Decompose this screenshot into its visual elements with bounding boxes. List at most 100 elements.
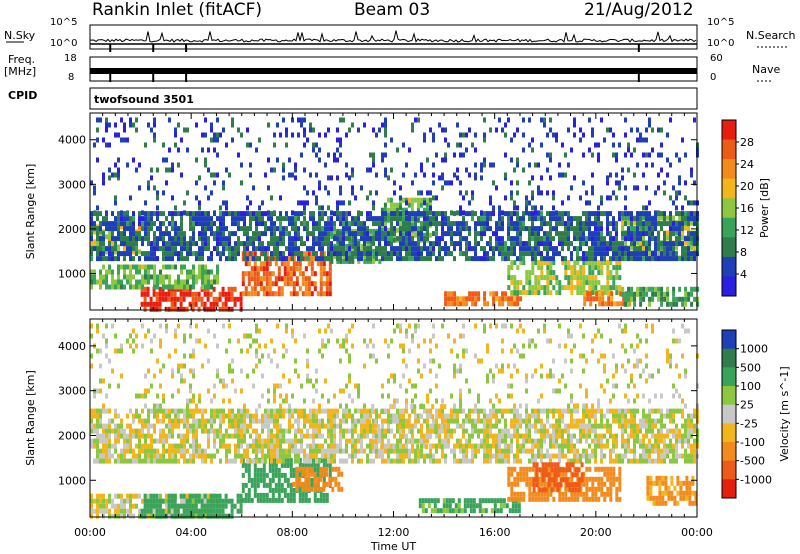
velocity-cell bbox=[294, 458, 297, 464]
velocity-cell bbox=[313, 467, 317, 473]
power-cell bbox=[504, 241, 507, 247]
power-cell bbox=[428, 232, 432, 238]
power-cell bbox=[144, 200, 147, 206]
velocity-cell bbox=[219, 413, 222, 419]
velocity-cell bbox=[336, 408, 339, 414]
velocity-cell bbox=[402, 428, 405, 434]
power-cell bbox=[690, 245, 694, 251]
power-cell bbox=[495, 296, 499, 302]
velocity-cell bbox=[312, 413, 315, 419]
power-cell bbox=[519, 241, 522, 247]
power-cell bbox=[627, 301, 631, 307]
power-cell bbox=[552, 251, 555, 257]
power-cell bbox=[270, 236, 273, 242]
power-cell bbox=[345, 258, 349, 264]
power-cell bbox=[345, 162, 348, 168]
power-cell bbox=[441, 185, 444, 191]
power-cell bbox=[507, 246, 510, 252]
velocity-cell bbox=[360, 458, 363, 464]
power-cell bbox=[201, 221, 204, 227]
power-cell bbox=[669, 246, 672, 252]
power-cell bbox=[660, 245, 664, 251]
power-cell bbox=[621, 167, 624, 173]
power-cell bbox=[204, 264, 207, 270]
power-cell bbox=[318, 147, 321, 153]
power-cell bbox=[480, 216, 483, 222]
power-cell bbox=[660, 296, 664, 302]
power-cell bbox=[390, 241, 393, 247]
power-cell bbox=[522, 132, 525, 138]
power-cell bbox=[600, 251, 603, 257]
velocity-cell bbox=[156, 453, 159, 459]
power-cell bbox=[543, 246, 546, 252]
power-cell bbox=[268, 271, 272, 277]
power-cell bbox=[516, 205, 519, 211]
power-cell bbox=[162, 142, 165, 148]
power-cell bbox=[591, 221, 594, 227]
power-cell bbox=[291, 236, 294, 242]
power-cell bbox=[489, 236, 492, 242]
power-cell bbox=[255, 147, 258, 153]
velocity-cell bbox=[306, 428, 309, 434]
power-cell bbox=[312, 231, 315, 237]
velocity-cell bbox=[366, 458, 369, 464]
power-cell bbox=[258, 256, 261, 262]
velocity-cell bbox=[294, 443, 297, 449]
power-cell bbox=[240, 180, 243, 186]
power-cell bbox=[195, 180, 198, 186]
power-cell bbox=[432, 216, 435, 222]
power-cell bbox=[402, 241, 405, 247]
power-cell bbox=[444, 211, 447, 217]
power-cell bbox=[149, 301, 153, 307]
velocity-cell bbox=[209, 513, 213, 519]
power-cell bbox=[447, 301, 451, 307]
power-cell bbox=[510, 216, 513, 222]
velocity-cell bbox=[265, 497, 269, 503]
velocity-cell bbox=[264, 413, 267, 419]
power-cell bbox=[591, 260, 595, 266]
power-cell bbox=[666, 291, 670, 297]
power-cell bbox=[351, 185, 354, 191]
power-cell bbox=[522, 226, 525, 232]
power-cell bbox=[381, 211, 384, 217]
velocity-cell bbox=[141, 443, 144, 449]
power-cell bbox=[150, 256, 153, 262]
power-cell bbox=[222, 127, 225, 133]
power-cell bbox=[510, 251, 513, 257]
power-cell bbox=[465, 296, 469, 302]
power-cell bbox=[201, 264, 204, 270]
velocity-cell bbox=[298, 457, 302, 463]
power-cell bbox=[132, 241, 135, 247]
velocity-cell bbox=[366, 423, 369, 429]
velocity-cell bbox=[206, 503, 210, 509]
power-cell bbox=[390, 221, 393, 227]
power-cell bbox=[528, 142, 531, 148]
velocity-cell bbox=[315, 418, 318, 424]
velocity-cell bbox=[294, 448, 297, 454]
velocity-cell bbox=[307, 476, 311, 482]
velocity-cell bbox=[221, 508, 225, 514]
power-cell bbox=[153, 274, 156, 280]
power-cell bbox=[534, 241, 537, 247]
velocity-cell bbox=[105, 443, 108, 449]
power-cell bbox=[114, 216, 117, 222]
velocity-cell bbox=[246, 453, 249, 459]
velocity-cell bbox=[222, 443, 225, 449]
power-cell bbox=[408, 216, 411, 222]
power-cell bbox=[543, 256, 546, 262]
power-cell bbox=[540, 190, 543, 196]
velocity-cell bbox=[342, 448, 345, 454]
power-cell bbox=[357, 231, 360, 237]
power-cell bbox=[660, 291, 664, 297]
power-cell bbox=[120, 284, 123, 290]
velocity-cell bbox=[387, 458, 390, 464]
power-cell bbox=[474, 211, 477, 217]
power-cell bbox=[657, 210, 660, 216]
velocity-cell bbox=[301, 462, 305, 468]
power-cell bbox=[540, 205, 543, 211]
power-cell bbox=[247, 261, 251, 267]
power-cell bbox=[606, 246, 609, 252]
velocity-cell bbox=[228, 433, 231, 439]
power-cell bbox=[247, 291, 251, 297]
power-cell bbox=[441, 236, 444, 242]
